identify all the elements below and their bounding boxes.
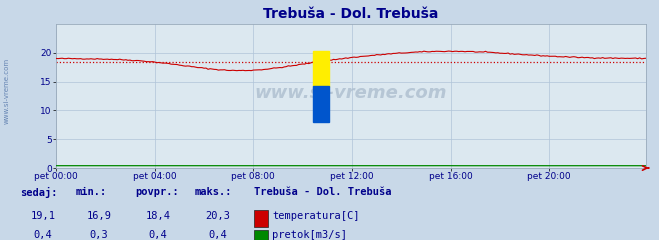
Text: pretok[m3/s]: pretok[m3/s]: [272, 230, 347, 240]
Text: 0,3: 0,3: [90, 230, 108, 240]
Bar: [312, 86, 329, 122]
Text: Trebuša - Dol. Trebuša: Trebuša - Dol. Trebuša: [254, 187, 391, 197]
Text: www.si-vreme.com: www.si-vreme.com: [3, 58, 10, 124]
Text: 20,3: 20,3: [205, 211, 230, 221]
Text: povpr.:: povpr.:: [135, 187, 179, 197]
Text: 0,4: 0,4: [34, 230, 52, 240]
Text: sedaj:: sedaj:: [20, 187, 57, 198]
Text: min.:: min.:: [76, 187, 107, 197]
Text: maks.:: maks.:: [194, 187, 232, 197]
Text: 16,9: 16,9: [86, 211, 111, 221]
Bar: [312, 51, 329, 87]
Title: Trebuša - Dol. Trebuša: Trebuša - Dol. Trebuša: [263, 7, 439, 21]
Text: 18,4: 18,4: [146, 211, 171, 221]
Text: 0,4: 0,4: [208, 230, 227, 240]
Text: www.si-vreme.com: www.si-vreme.com: [254, 84, 447, 102]
Text: 0,4: 0,4: [149, 230, 167, 240]
Text: 19,1: 19,1: [30, 211, 55, 221]
Text: temperatura[C]: temperatura[C]: [272, 211, 360, 221]
